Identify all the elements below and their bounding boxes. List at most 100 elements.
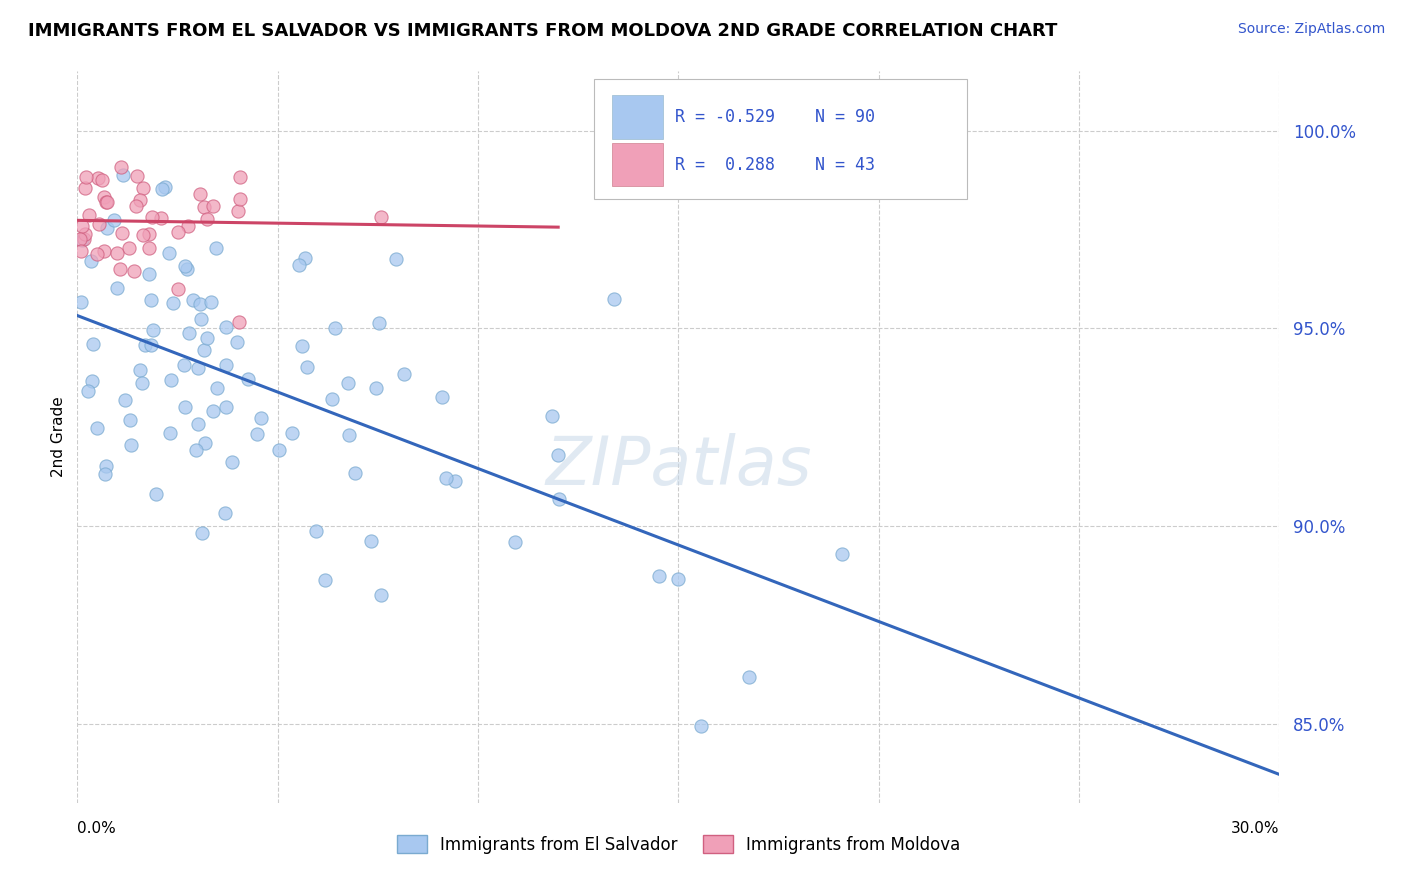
Text: R =  0.288    N = 43: R = 0.288 N = 43 [675, 156, 875, 174]
Point [114, 393, 136, 408]
Point [547, 448, 569, 462]
Point [434, 471, 457, 485]
Point [150, 182, 173, 196]
Point [167, 282, 190, 296]
Point [86, 247, 108, 261]
Point [186, 442, 208, 457]
Point [70, 294, 93, 309]
Text: Source: ZipAtlas.com: Source: ZipAtlas.com [1237, 22, 1385, 37]
Point [110, 160, 132, 174]
Point [197, 212, 219, 227]
Point [177, 326, 200, 340]
Point [288, 258, 311, 272]
Point [173, 259, 195, 273]
Point [215, 320, 238, 334]
Point [503, 534, 526, 549]
Point [187, 417, 209, 431]
Point [82, 374, 104, 388]
FancyBboxPatch shape [595, 78, 967, 200]
Point [134, 338, 156, 352]
Point [666, 572, 689, 586]
FancyBboxPatch shape [612, 143, 662, 186]
Point [94, 194, 117, 209]
Legend: Immigrants from El Salvador, Immigrants from Moldova: Immigrants from El Salvador, Immigrants … [389, 829, 967, 860]
Point [103, 212, 125, 227]
Point [195, 331, 218, 345]
Point [73, 227, 96, 242]
Point [547, 491, 569, 506]
Point [305, 524, 328, 538]
Point [647, 569, 669, 583]
Point [177, 219, 200, 234]
Point [129, 363, 152, 377]
Point [77, 208, 100, 222]
Point [430, 390, 453, 404]
Point [194, 436, 217, 450]
Text: 30.0%: 30.0% [1232, 822, 1279, 837]
Point [193, 343, 215, 358]
Point [370, 210, 392, 224]
Point [226, 204, 249, 219]
Point [541, 409, 564, 423]
Point [444, 474, 467, 488]
Point [131, 376, 153, 391]
Point [138, 241, 160, 255]
Point [96, 195, 118, 210]
Point [94, 467, 117, 482]
Point [77, 384, 100, 398]
Point [236, 372, 259, 386]
Point [188, 187, 211, 202]
Point [176, 261, 198, 276]
Point [831, 547, 853, 561]
Point [149, 211, 172, 225]
Point [200, 295, 222, 310]
Text: ZIPatlas: ZIPatlas [546, 434, 811, 500]
Point [190, 297, 212, 311]
Point [141, 338, 163, 352]
Point [225, 334, 247, 349]
Point [70, 244, 93, 258]
Point [173, 358, 195, 372]
Point [75, 181, 97, 195]
Point [112, 168, 135, 182]
Point [193, 200, 215, 214]
Point [314, 574, 336, 588]
Point [281, 426, 304, 441]
Point [201, 199, 224, 213]
Point [221, 455, 243, 469]
Point [250, 410, 273, 425]
Point [205, 381, 228, 395]
Text: IMMIGRANTS FROM EL SALVADOR VS IMMIGRANTS FROM MOLDOVA 2ND GRADE CORRELATION CHA: IMMIGRANTS FROM EL SALVADOR VS IMMIGRANT… [28, 22, 1057, 40]
Point [145, 487, 167, 501]
Point [689, 719, 711, 733]
Point [344, 466, 367, 480]
Point [214, 507, 236, 521]
Point [122, 263, 145, 277]
Point [360, 533, 382, 548]
Point [738, 669, 761, 683]
Point [337, 376, 360, 390]
Point [215, 358, 238, 372]
Point [138, 267, 160, 281]
Point [94, 458, 117, 473]
Point [93, 244, 115, 258]
Point [120, 437, 142, 451]
Point [141, 210, 163, 224]
Point [118, 241, 141, 255]
Point [93, 190, 115, 204]
Point [364, 381, 387, 395]
Point [370, 588, 392, 602]
Point [82, 336, 104, 351]
Point [321, 392, 343, 406]
Point [87, 217, 110, 231]
Point [214, 400, 236, 414]
FancyBboxPatch shape [612, 95, 662, 138]
Point [368, 316, 391, 330]
Point [91, 172, 114, 186]
Point [70, 219, 93, 233]
Point [159, 425, 181, 440]
Point [111, 226, 134, 240]
Point [187, 361, 209, 376]
Point [132, 181, 155, 195]
Point [191, 525, 214, 540]
